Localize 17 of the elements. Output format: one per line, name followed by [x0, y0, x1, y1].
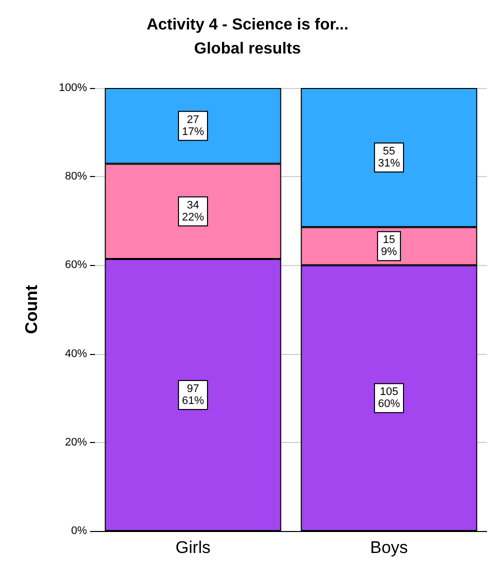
y-tick-label: 0% [71, 525, 88, 537]
y-tick-label: 20% [64, 436, 88, 448]
y-tick-label: 80% [64, 170, 88, 183]
chart-subtitle: Global results [194, 40, 301, 58]
chart-title: Activity 4 - Science is for... [146, 16, 348, 34]
y-axis-title: Count [22, 284, 41, 334]
data-label: 105 60% [378, 386, 400, 410]
x-tick-label: Boys [370, 538, 408, 557]
data-label: 27 17% [182, 114, 204, 138]
data-label: 15 9% [381, 234, 398, 258]
y-tick-label: 100% [58, 82, 88, 94]
y-tick-label: 60% [64, 259, 88, 272]
data-label: 34 22% [182, 199, 204, 224]
x-tick-label: Girls [176, 538, 210, 557]
y-tick-label: 40% [64, 348, 88, 360]
data-label: 97 61% [182, 383, 204, 407]
data-label: 55 31% [378, 146, 400, 170]
